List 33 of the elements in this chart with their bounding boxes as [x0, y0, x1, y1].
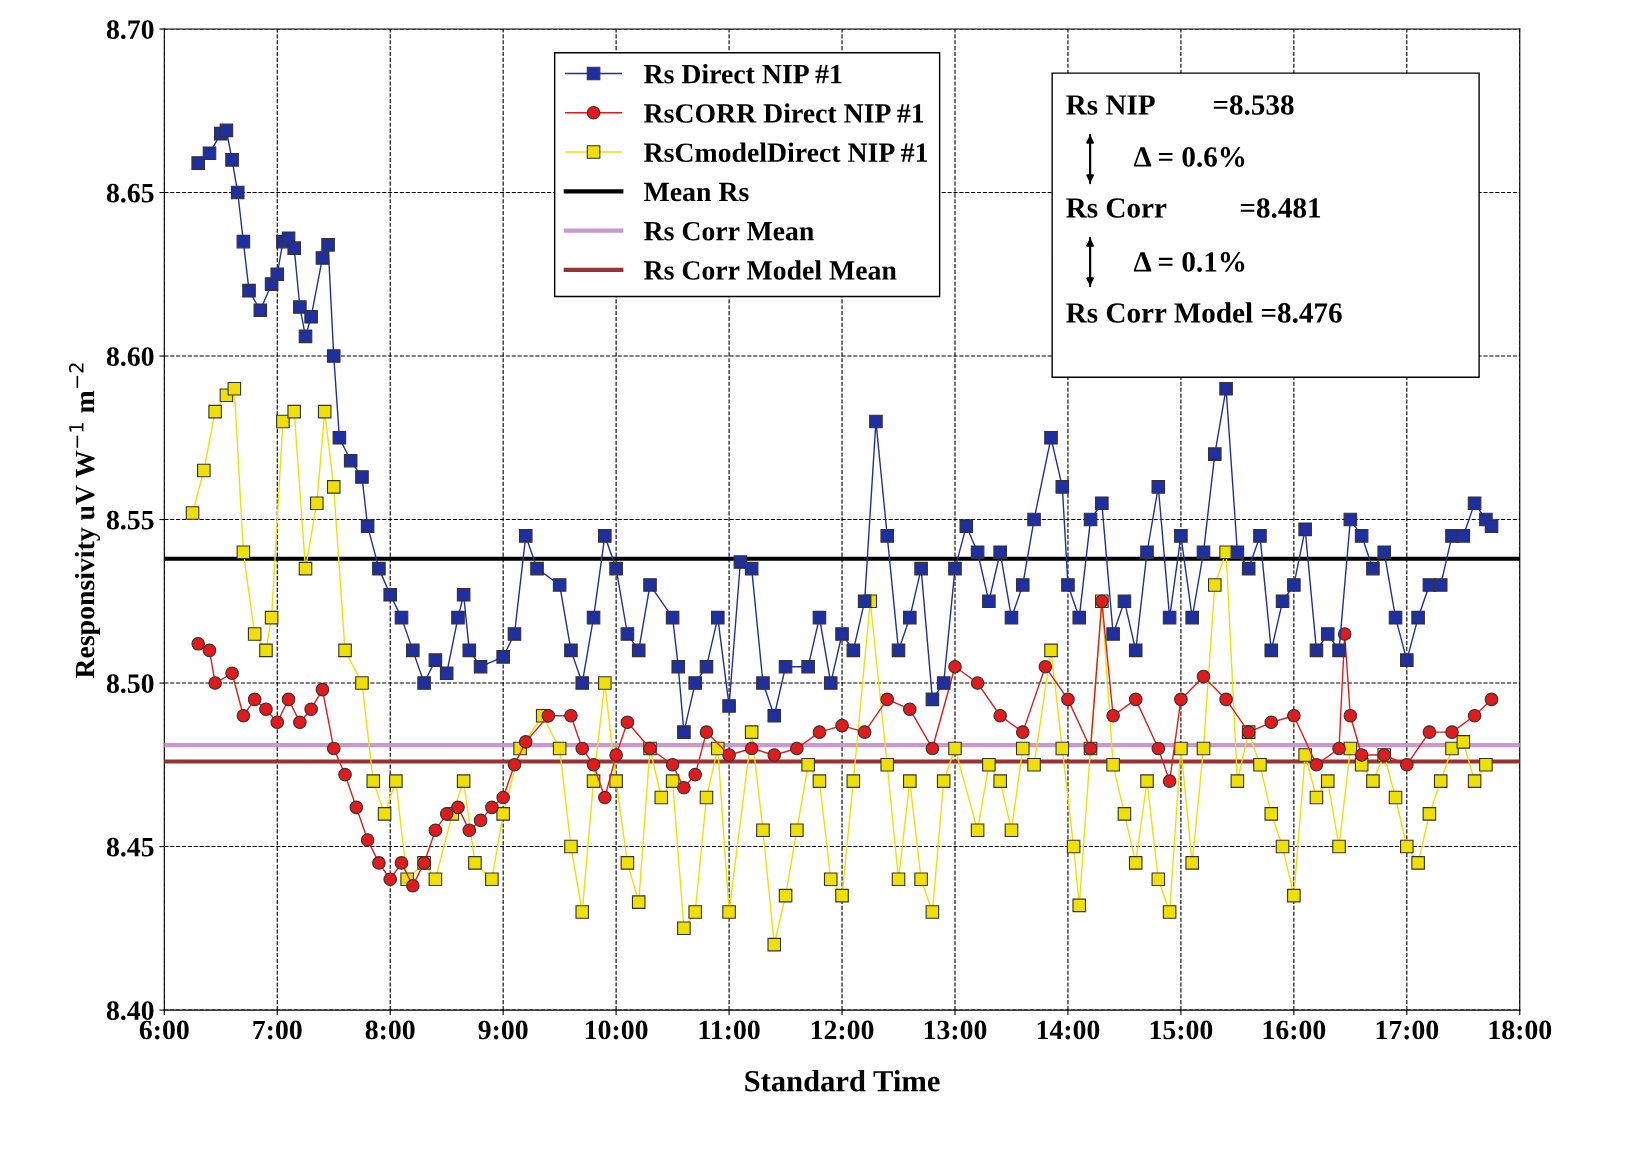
x-tick-label: 8:00 — [365, 1020, 415, 1040]
y-tick-label: 8.55 — [106, 510, 154, 530]
x-tick-label: 18:00 — [1489, 1020, 1552, 1040]
x-tick-label: 17:00 — [1376, 1020, 1439, 1040]
legend-label: RsCmodelDirect NIP #1 — [644, 142, 928, 163]
x-tick-label: 9:00 — [478, 1020, 528, 1040]
x-tick-label: 13:00 — [924, 1020, 987, 1040]
legend-label: Rs Corr Mean — [644, 221, 814, 241]
x-tick-label: 15:00 — [1150, 1020, 1213, 1040]
y-tick-label: 8.40 — [106, 1001, 154, 1021]
x-tick-label: 10:00 — [585, 1020, 648, 1040]
x-tick-label: 7:00 — [253, 1020, 302, 1040]
legend-label: Rs Direct NIP #1 — [644, 64, 842, 84]
legend-label: RsCORR Direct NIP #1 — [644, 103, 924, 123]
x-tick-label: 12:00 — [811, 1020, 874, 1040]
x-tick-label: 6:00 — [139, 1020, 189, 1040]
y-tick-label: 8.45 — [106, 837, 154, 857]
x-tick-label: 16:00 — [1263, 1020, 1326, 1040]
annotation: Δ = 0.6% — [1133, 147, 1245, 167]
y-tick-label: 8.70 — [106, 20, 154, 40]
annotation: Rs NIP =8.538 — [1066, 95, 1294, 115]
annotation: Rs Corr Model =8.476 — [1066, 302, 1342, 323]
y-tick-label: 8.50 — [106, 674, 154, 694]
legend-label: Rs Corr Model Mean — [644, 260, 897, 280]
y-tick-label: 8.65 — [106, 183, 154, 203]
y-tick-label: 8.60 — [106, 347, 154, 367]
annotation: Rs Corr =8.481 — [1066, 198, 1321, 218]
x-tick-label: 11:00 — [699, 1020, 760, 1040]
annotation: Δ = 0.1% — [1133, 252, 1245, 272]
x-axis-title: Standard Time — [745, 1069, 940, 1092]
y-axis-title: Responsivity uV W$^{−1}$ m$^{−2}$ — [69, 363, 101, 679]
legend-label: Mean Rs — [644, 182, 749, 202]
x-tick-label: 14:00 — [1037, 1020, 1100, 1040]
